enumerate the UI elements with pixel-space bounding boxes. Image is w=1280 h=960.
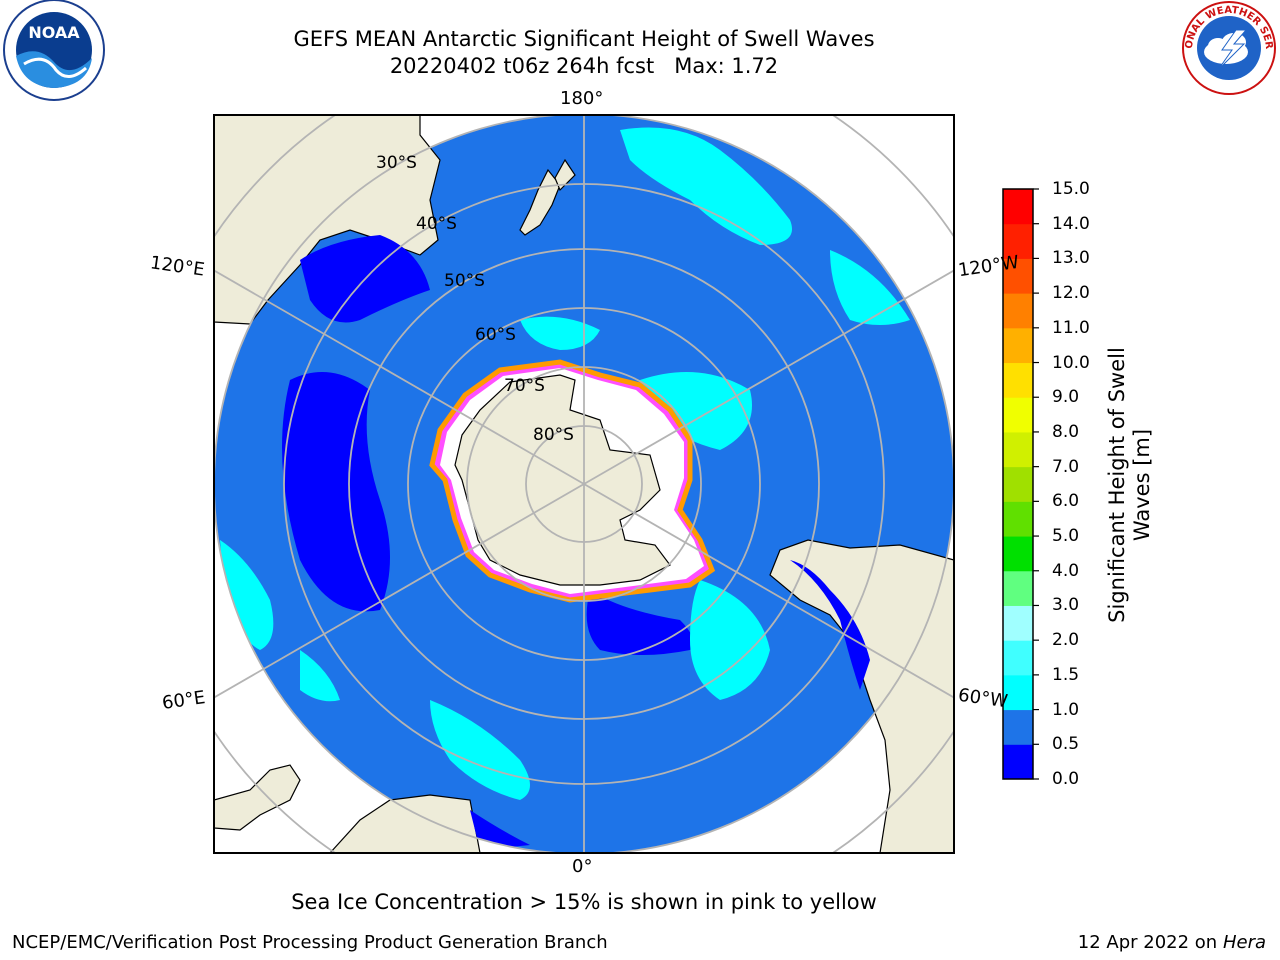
colorbar-tick-label: 4.0 bbox=[1052, 560, 1080, 581]
meridian-lines bbox=[214, 115, 954, 853]
swell-very-low-regions bbox=[282, 235, 870, 850]
colorbar-tick-label: 0.5 bbox=[1052, 734, 1080, 755]
colorbar-segment bbox=[1003, 258, 1033, 294]
colorbar bbox=[1002, 188, 1039, 780]
colorbar-tick-label: 15.0 bbox=[1052, 179, 1090, 199]
colorbar-tick-label: 13.0 bbox=[1052, 248, 1090, 269]
colorbar-segment bbox=[1003, 709, 1033, 745]
colorbar-tick-label: 7.0 bbox=[1052, 456, 1080, 477]
lat-label-30: 30°S bbox=[376, 153, 417, 173]
colorbar-segment bbox=[1003, 640, 1033, 676]
colorbar-segment bbox=[1003, 501, 1033, 537]
noaa-logo-text: NOAA bbox=[28, 23, 80, 42]
lat-label-60: 60°S bbox=[475, 325, 516, 345]
colorbar-segment bbox=[1003, 570, 1033, 606]
colorbar-segment bbox=[1003, 536, 1033, 572]
colorbar-tick-label: 5.0 bbox=[1052, 526, 1080, 547]
colorbar-tick-label: 11.0 bbox=[1052, 317, 1090, 338]
title-line-2: 20220402 t06z 264h fcst Max: 1.72 bbox=[389, 54, 779, 78]
colorbar-segment bbox=[1003, 431, 1033, 468]
colorbar-frame bbox=[1002, 188, 1034, 780]
nws-logo: NATIONAL WEATHER SERVICE bbox=[1174, 0, 1280, 100]
colorbar-tick-label: 1.5 bbox=[1052, 664, 1080, 685]
lat-label-80: 80°S bbox=[533, 425, 574, 445]
colorbar-tick-label: 3.0 bbox=[1052, 595, 1080, 616]
colorbar-segment bbox=[1003, 223, 1033, 259]
machine-name: Hera bbox=[1222, 932, 1266, 953]
colorbar-segment bbox=[1003, 327, 1033, 364]
colorbar-segment bbox=[1003, 466, 1033, 502]
colorbar-tick-label: 10.0 bbox=[1052, 352, 1090, 373]
colorbar-segment bbox=[1003, 362, 1033, 398]
lat-label-50: 50°S bbox=[444, 271, 485, 291]
title-line-1: GEFS MEAN Antarctic Significant Height o… bbox=[293, 27, 875, 51]
colorbar-tick-label: 9.0 bbox=[1052, 387, 1080, 408]
colorbar-segment bbox=[1003, 293, 1033, 329]
lat-label-70: 70°S bbox=[504, 376, 545, 396]
colorbar-segment bbox=[1003, 397, 1033, 433]
credit-text: NCEP/EMC/Verification Post Processing Pr… bbox=[12, 932, 608, 953]
colorbar-segment bbox=[1003, 605, 1033, 641]
lon-label-180: 180° bbox=[560, 88, 604, 109]
colorbar-tick-label: 12.0 bbox=[1052, 283, 1090, 304]
colorbar-segment bbox=[1003, 744, 1033, 780]
colorbar-tick-label: 1.0 bbox=[1052, 699, 1080, 720]
latitude-labels: 30°S 40°S 50°S 60°S 70°S 80°S bbox=[376, 153, 574, 445]
colorbar-tick-label: 2.0 bbox=[1052, 630, 1080, 651]
noaa-logo: NOAA bbox=[2, 0, 106, 104]
lat-label-40: 40°S bbox=[416, 214, 457, 234]
colorbar-segment bbox=[1003, 189, 1033, 225]
colorbar-segment bbox=[1003, 674, 1033, 711]
swell-mid-regions bbox=[220, 127, 910, 800]
colorbar-tick-label: 6.0 bbox=[1052, 491, 1080, 512]
colorbar-tick-label: 8.0 bbox=[1052, 421, 1080, 442]
date-text: 12 Apr 2022 on Hera bbox=[1077, 932, 1266, 953]
colorbar-tick-label: 0.0 bbox=[1052, 769, 1080, 789]
sea-ice-note: Sea Ice Concentration > 15% is shown in … bbox=[291, 890, 877, 914]
colorbar-tick-label: 14.0 bbox=[1052, 213, 1090, 234]
colorbar-label: Significant Height of Swell Waves [m] bbox=[1105, 347, 1154, 623]
lon-label-0: 0° bbox=[572, 856, 593, 877]
map-frame bbox=[213, 114, 955, 854]
